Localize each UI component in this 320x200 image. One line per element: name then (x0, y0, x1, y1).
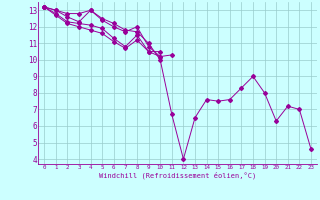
X-axis label: Windchill (Refroidissement éolien,°C): Windchill (Refroidissement éolien,°C) (99, 172, 256, 179)
